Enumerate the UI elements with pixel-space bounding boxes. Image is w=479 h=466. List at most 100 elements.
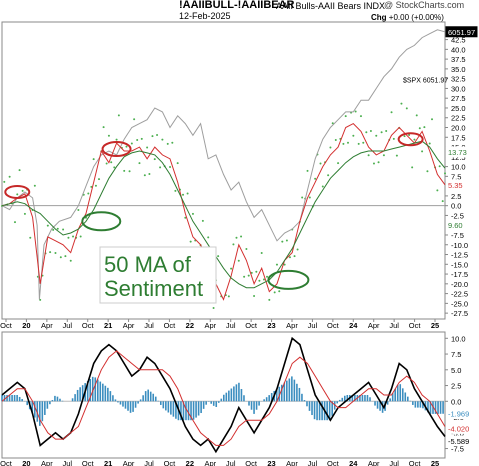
- sentiment-dot: [184, 216, 187, 219]
- histogram-bar: [139, 399, 142, 402]
- sentiment-dot: [375, 134, 378, 137]
- histogram-bar: [18, 396, 21, 402]
- sentiment-dot: [253, 294, 256, 297]
- histogram-bar: [114, 399, 117, 402]
- histogram-bar: [215, 401, 218, 407]
- spx-value-label-tag: [445, 26, 478, 38]
- histogram-bar: [265, 397, 268, 402]
- histogram-bar: [205, 401, 207, 405]
- change-label: Chg: [371, 13, 387, 22]
- spx-legend: $SPX 6051.97: [403, 78, 448, 85]
- upper-y-tick-label: -22.5: [451, 290, 468, 299]
- x-tick-label: Oct: [327, 321, 340, 330]
- sentiment-dot: [275, 263, 278, 266]
- histogram-bar: [223, 394, 225, 402]
- sentiment-dot: [428, 142, 431, 145]
- x-tick-label: Oct: [164, 321, 177, 330]
- ma-fast-value-label-tag: [445, 146, 478, 158]
- upper-panel-frame: [1, 21, 446, 320]
- sentiment-dot: [110, 161, 113, 164]
- sentiment-dot: [171, 141, 174, 144]
- lower-x-tick-label: 24: [349, 459, 358, 466]
- sentiment-dot: [176, 162, 179, 165]
- histogram-bar: [129, 401, 132, 413]
- sentiment-dot: [182, 193, 185, 196]
- histogram-bar: [167, 401, 170, 413]
- sentiment-dot: [369, 130, 372, 133]
- x-tick-label: Oct: [0, 321, 13, 330]
- sentiment-dot: [405, 107, 408, 110]
- sentiment-dot: [266, 275, 269, 278]
- histogram-bar: [127, 401, 129, 411]
- histogram-bar: [76, 389, 79, 402]
- x-tick-label: Apr: [368, 321, 380, 330]
- upper-y-tick-label: -20.0: [451, 280, 468, 289]
- sentiment-dot: [62, 228, 65, 231]
- histogram-bar: [243, 395, 245, 402]
- histogram-bar: [240, 389, 243, 402]
- sentiment-dot: [441, 200, 444, 203]
- histogram-bar: [404, 392, 407, 402]
- sentiment-dot: [301, 196, 304, 199]
- histogram-bar: [346, 395, 349, 402]
- ma-trough-circle: [81, 211, 122, 232]
- histogram-bar: [233, 386, 235, 402]
- sentiment-dot: [262, 278, 265, 281]
- sentiment-dot: [123, 169, 126, 172]
- sentiment-dot: [342, 142, 345, 145]
- sentiment-dot: [21, 189, 24, 192]
- histogram-bar: [109, 391, 112, 402]
- sentiment-dot: [438, 165, 441, 168]
- upper-y-tick-label: -12.5: [451, 251, 468, 260]
- x-tick-label: Jul: [62, 321, 72, 330]
- sentiment-dot: [23, 212, 26, 215]
- sentiment-dot: [105, 162, 108, 165]
- sentiment-dot: [8, 175, 11, 178]
- histogram-bar: [104, 385, 107, 402]
- sentiment-dot: [314, 177, 317, 180]
- peak-circle: [4, 184, 31, 199]
- histogram-bar: [263, 399, 265, 402]
- macd-line: [1, 336, 446, 454]
- x-tick-label: Jul: [226, 321, 236, 330]
- sentiment-dot: [230, 267, 233, 270]
- sentiment-dot: [115, 138, 118, 141]
- sentiment-dot: [288, 256, 291, 259]
- sentiment-dot: [255, 270, 258, 273]
- x-tick-label: 21: [104, 321, 112, 330]
- histogram-bar: [343, 395, 346, 402]
- histogram-bar: [36, 401, 39, 422]
- sentiment-dot: [69, 259, 72, 262]
- sentiment-dot: [113, 166, 116, 169]
- histogram-bar: [394, 388, 397, 402]
- histogram-bar: [308, 401, 311, 411]
- sentiment-dot: [117, 114, 120, 117]
- histogram-bar: [228, 390, 230, 402]
- histogram-bar: [117, 401, 119, 403]
- histogram-bar: [351, 395, 354, 402]
- histogram-bar: [379, 401, 381, 411]
- histogram-bar: [190, 401, 192, 421]
- sentiment-dot: [232, 243, 235, 246]
- upper-y-tick-label: 32.5: [451, 75, 466, 84]
- histogram-bar: [102, 383, 104, 402]
- histogram-bar: [192, 401, 195, 420]
- x-tick-label: Jul: [389, 321, 399, 330]
- upper-y-tick-label: 0.0: [451, 202, 461, 211]
- histogram-bar: [278, 386, 281, 402]
- histogram-bar: [154, 396, 157, 402]
- sentiment-dot: [153, 158, 156, 161]
- histogram-bar: [74, 394, 76, 402]
- sentiment-dot: [354, 110, 357, 113]
- stockcharts-watermark: @ StockCharts.com: [384, 0, 465, 10]
- upper-y-tick-label: 27.5: [451, 94, 466, 103]
- sentiment-dot: [146, 146, 149, 149]
- sentiment-dot: [296, 248, 299, 251]
- histogram-bar: [197, 401, 200, 416]
- histogram-bar: [124, 401, 127, 409]
- x-tick-label: 23: [267, 321, 275, 330]
- upper-y-tick-label: 25.0: [451, 104, 466, 113]
- histogram-bar: [217, 401, 220, 403]
- histogram-bar: [220, 398, 223, 402]
- lower-x-tick-label: Apr: [368, 459, 380, 466]
